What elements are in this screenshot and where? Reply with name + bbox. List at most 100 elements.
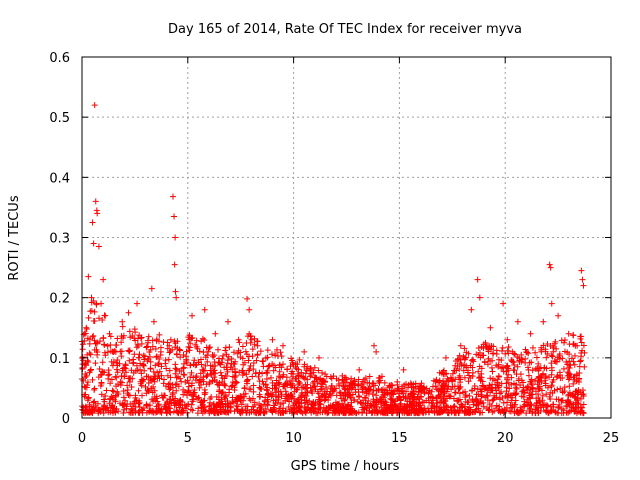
data-point bbox=[172, 234, 179, 241]
data-point-dense bbox=[109, 362, 116, 369]
data-point-dense bbox=[243, 351, 250, 358]
data-point-dense bbox=[200, 374, 207, 381]
data-point-dense bbox=[259, 370, 266, 377]
data-point-dense bbox=[525, 384, 532, 391]
data-point-dense bbox=[302, 370, 309, 377]
data-point-dense bbox=[420, 385, 427, 392]
data-point-dense bbox=[126, 328, 133, 335]
data-point-dense bbox=[185, 388, 192, 395]
data-point-dense bbox=[87, 367, 94, 374]
data-point-dense bbox=[139, 362, 146, 369]
data-point-dense bbox=[496, 403, 503, 410]
data-point-dense bbox=[191, 387, 198, 394]
data-point-dense bbox=[213, 403, 220, 410]
data-point-dense bbox=[91, 398, 98, 405]
data-point-dense bbox=[209, 377, 216, 384]
data-point-dense bbox=[317, 409, 324, 416]
data-point-dense bbox=[325, 409, 332, 416]
data-point-dense bbox=[201, 337, 208, 344]
data-point-dense bbox=[173, 351, 180, 358]
data-point-dense bbox=[368, 383, 375, 390]
data-point-dense bbox=[309, 401, 316, 408]
data-point-dense bbox=[91, 337, 98, 344]
data-point-dense bbox=[222, 391, 229, 398]
data-point-dense bbox=[462, 354, 469, 361]
data-point-dense bbox=[277, 388, 284, 395]
data-point-dense bbox=[264, 384, 271, 391]
data-point-dense bbox=[440, 407, 447, 414]
data-point-dense bbox=[201, 367, 208, 374]
data-point-dense bbox=[527, 395, 534, 402]
data-point-dense bbox=[284, 366, 291, 373]
data-point-dense bbox=[132, 329, 139, 336]
data-point-dense bbox=[329, 402, 336, 409]
data-point-dense bbox=[229, 382, 236, 389]
data-point-dense bbox=[118, 353, 125, 360]
data-point-dense bbox=[408, 409, 415, 416]
data-point-dense bbox=[553, 374, 560, 381]
data-point-dense bbox=[384, 409, 391, 416]
data-point-dense bbox=[173, 381, 180, 388]
data-point-dense bbox=[111, 396, 118, 403]
data-point-dense bbox=[139, 407, 146, 414]
data-point-dense bbox=[183, 353, 190, 360]
data-point-dense bbox=[135, 387, 142, 394]
data-point-dense bbox=[382, 399, 389, 406]
data-point-dense bbox=[196, 348, 203, 355]
data-point-dense bbox=[154, 369, 161, 376]
data-point-dense bbox=[189, 380, 196, 387]
data-point-dense bbox=[556, 403, 563, 410]
data-point-dense bbox=[288, 377, 295, 384]
data-point-dense bbox=[526, 392, 533, 399]
data-point-dense bbox=[145, 333, 152, 340]
data-point-dense bbox=[575, 401, 582, 408]
data-point-dense bbox=[177, 397, 184, 404]
data-point-dense bbox=[243, 371, 250, 378]
data-point-dense bbox=[107, 409, 114, 416]
data-point-dense bbox=[156, 375, 163, 382]
data-point-dense bbox=[364, 400, 371, 407]
data-point-dense bbox=[114, 335, 121, 342]
data-point-dense bbox=[184, 409, 191, 416]
data-point-dense bbox=[266, 362, 273, 369]
data-point-dense bbox=[155, 361, 162, 368]
data-point-dense bbox=[213, 393, 220, 400]
data-point-dense bbox=[254, 338, 261, 345]
data-point-dense bbox=[217, 369, 224, 376]
data-point-dense bbox=[314, 388, 321, 395]
data-point-dense bbox=[355, 382, 362, 389]
data-point-dense bbox=[462, 394, 469, 401]
data-point-dense bbox=[447, 393, 454, 400]
data-point-dense bbox=[211, 358, 218, 365]
data-point bbox=[555, 312, 562, 319]
data-point-dense bbox=[497, 409, 504, 416]
data-point-dense bbox=[201, 386, 208, 393]
data-point-dense bbox=[286, 393, 293, 400]
data-point-dense bbox=[147, 358, 154, 365]
data-point-dense bbox=[571, 361, 578, 368]
data-point-dense bbox=[425, 390, 432, 397]
data-point-dense bbox=[158, 409, 165, 416]
data-point-dense bbox=[469, 369, 476, 376]
data-point bbox=[579, 276, 586, 283]
data-point-dense bbox=[257, 348, 264, 355]
data-point-dense bbox=[418, 380, 425, 387]
data-point-dense bbox=[573, 410, 580, 417]
data-point-dense bbox=[570, 340, 577, 347]
data-point-dense bbox=[480, 399, 487, 406]
data-point-dense bbox=[250, 406, 257, 413]
data-point-dense bbox=[423, 397, 430, 404]
data-point-dense bbox=[311, 364, 318, 371]
data-point-dense bbox=[352, 389, 359, 396]
data-point-dense bbox=[551, 340, 558, 347]
data-point-dense bbox=[293, 375, 300, 382]
data-point-dense bbox=[253, 357, 260, 364]
data-point-dense bbox=[489, 397, 496, 404]
data-point-dense bbox=[568, 374, 575, 381]
data-point-dense bbox=[88, 409, 95, 416]
data-point-dense bbox=[394, 381, 401, 388]
data-point-dense bbox=[457, 379, 464, 386]
data-point bbox=[373, 348, 380, 355]
data-point-dense bbox=[221, 382, 228, 389]
data-point-dense bbox=[172, 400, 179, 407]
